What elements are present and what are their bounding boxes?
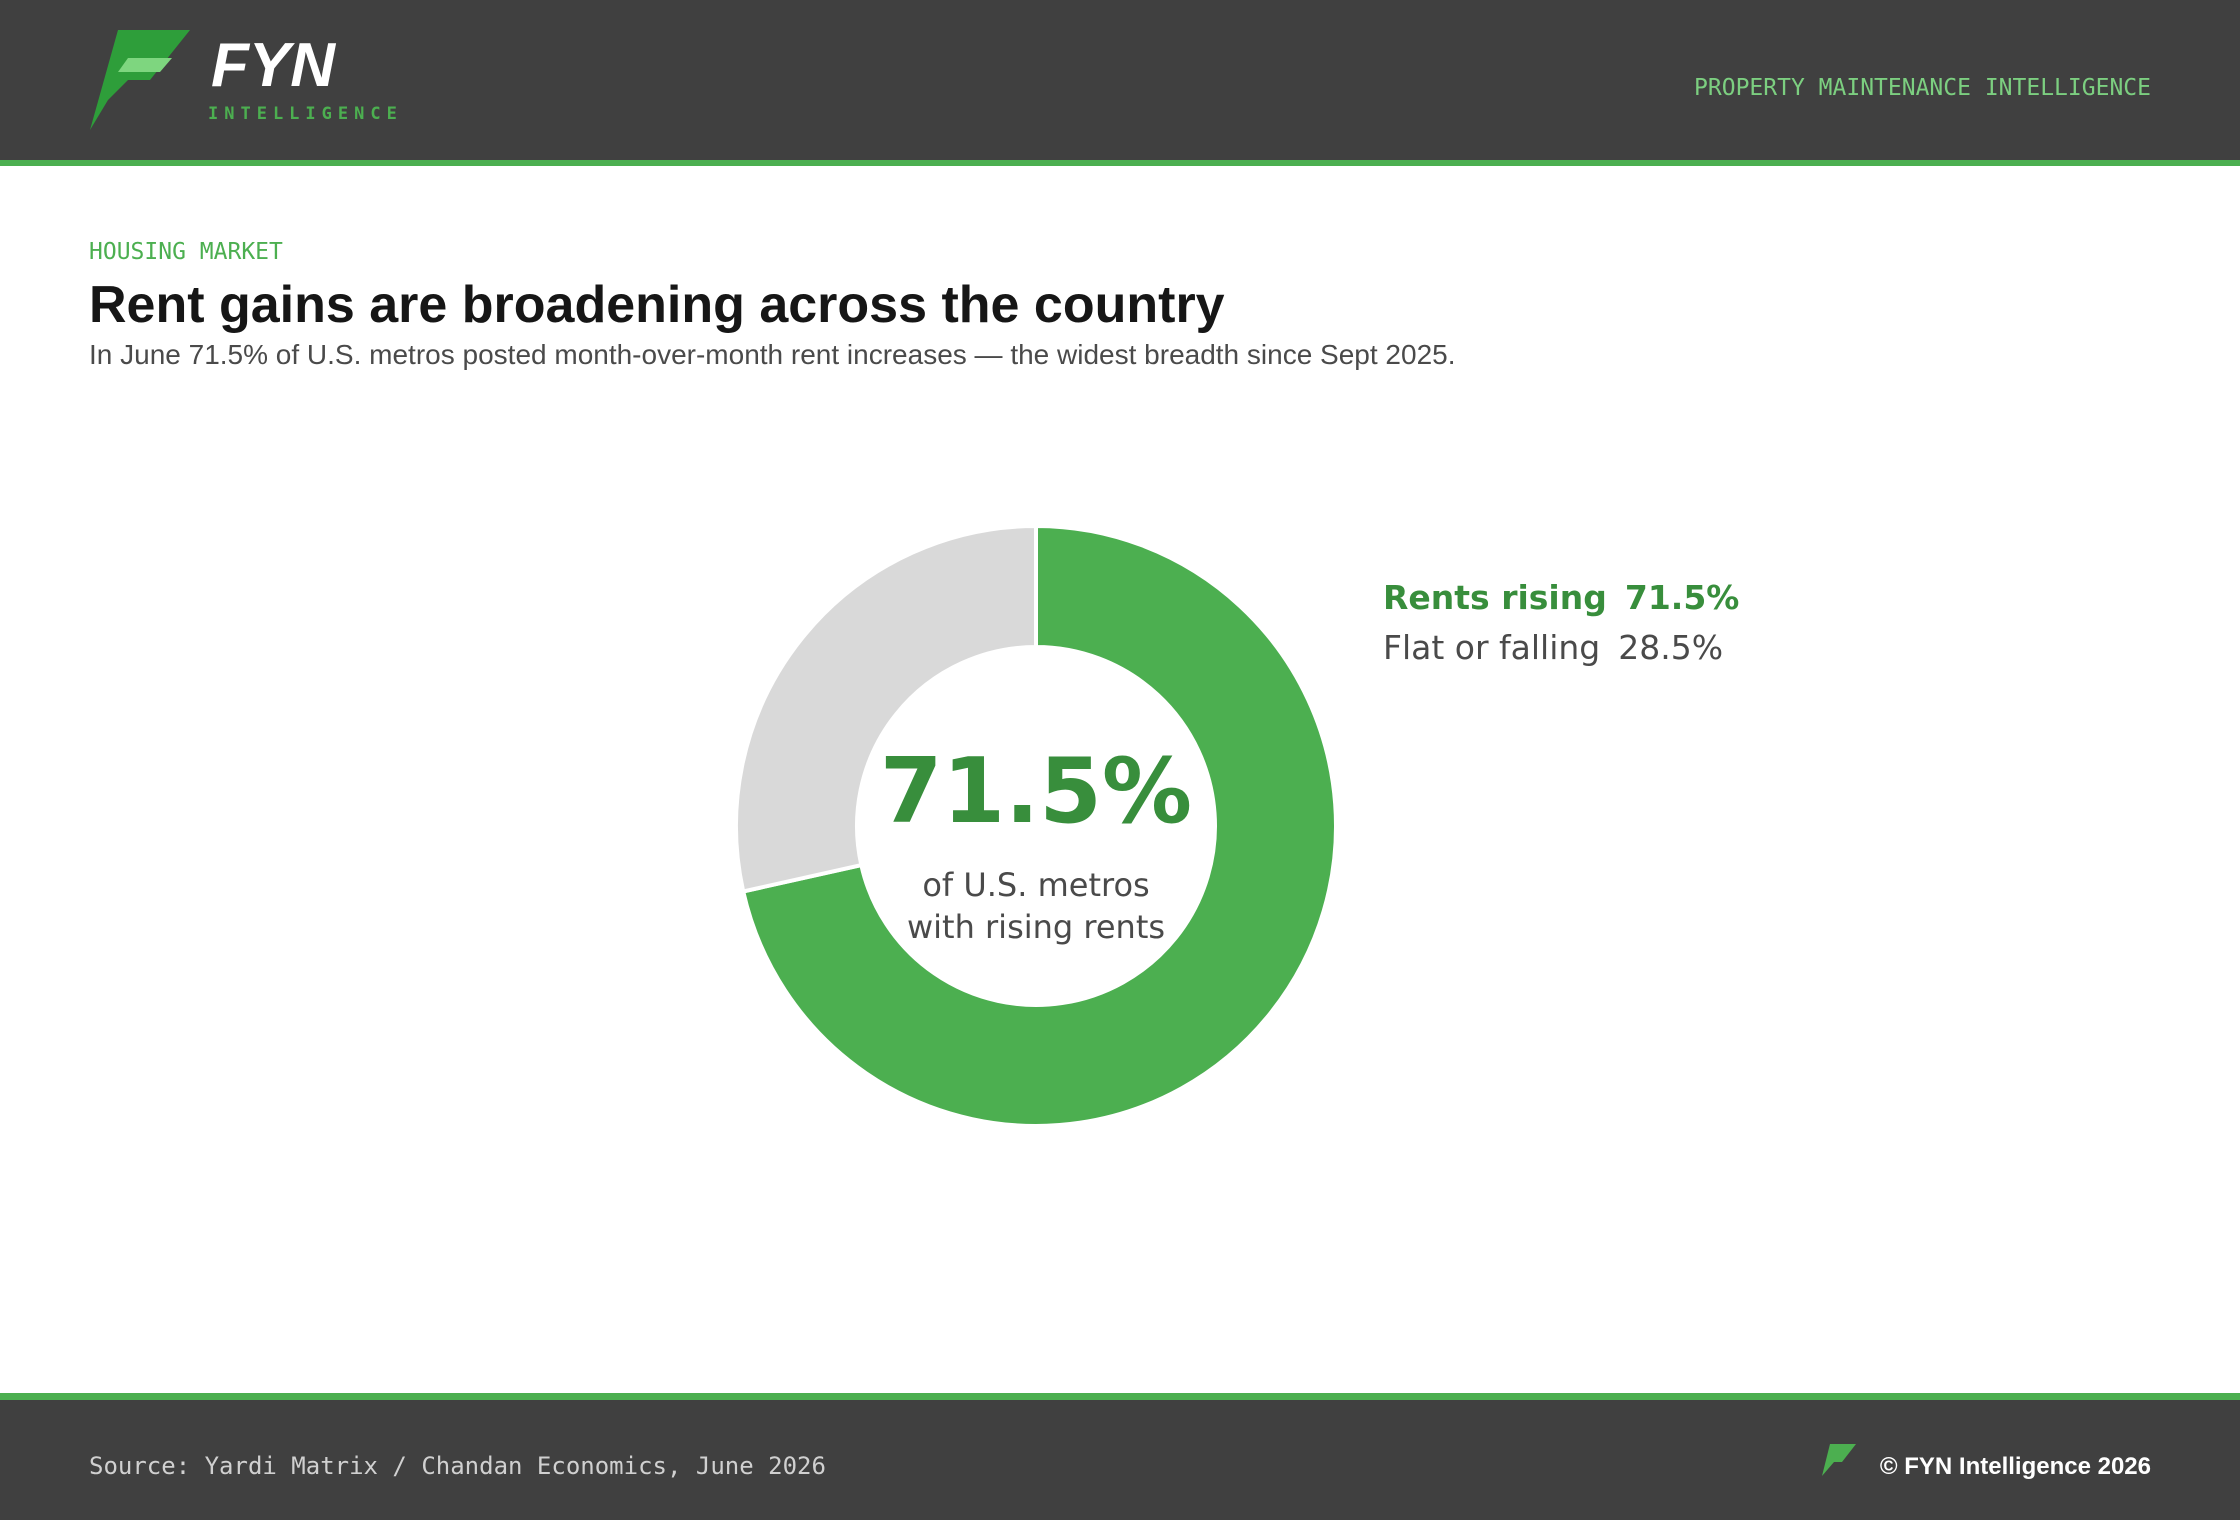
logo-subtext: INTELLIGENCE xyxy=(208,104,403,124)
footer-rule xyxy=(0,1393,2240,1400)
logo-mark xyxy=(90,30,190,130)
donut-slice xyxy=(740,523,1338,1128)
logo-text: FYN xyxy=(211,31,336,100)
header-bar xyxy=(0,0,2240,160)
chart-title: Rent gains are broadening across the cou… xyxy=(89,276,1225,334)
copyright: © FYN Intelligence 2026 xyxy=(1880,1453,2151,1480)
tagline: PROPERTY MAINTENANCE INTELLIGENCE xyxy=(1694,75,2151,101)
logo-mark-stripe xyxy=(118,58,172,72)
legend-label: Rents rising xyxy=(1383,578,1607,617)
legend-entry: Rents rising 71.5% xyxy=(1383,578,1739,617)
center-value: 71.5% xyxy=(880,739,1192,844)
donut-slice xyxy=(734,523,1038,894)
center-label: of U.S. metros xyxy=(922,866,1149,904)
logo: FYN INTELLIGENCE xyxy=(90,30,403,130)
legend-label: Flat or falling xyxy=(1383,628,1600,667)
legend-value: 71.5% xyxy=(1625,578,1740,617)
center-label: with rising rents xyxy=(907,908,1165,946)
footer-logo xyxy=(1822,1444,1856,1476)
chart-subtitle: In June 71.5% of U.S. metros posted mont… xyxy=(89,339,1456,370)
footer-bar xyxy=(0,1400,2240,1520)
source: Source: Yardi Matrix / Chandan Economics… xyxy=(89,1452,826,1480)
legend-value: 28.5% xyxy=(1618,628,1723,667)
header-rule xyxy=(0,160,2240,166)
kicker: HOUSING MARKET xyxy=(89,239,283,265)
legend: Rents rising 71.5% Flat or falling 28.5% xyxy=(1383,578,1739,667)
legend-entry: Flat or falling 28.5% xyxy=(1383,628,1723,667)
donut xyxy=(734,523,1338,1128)
